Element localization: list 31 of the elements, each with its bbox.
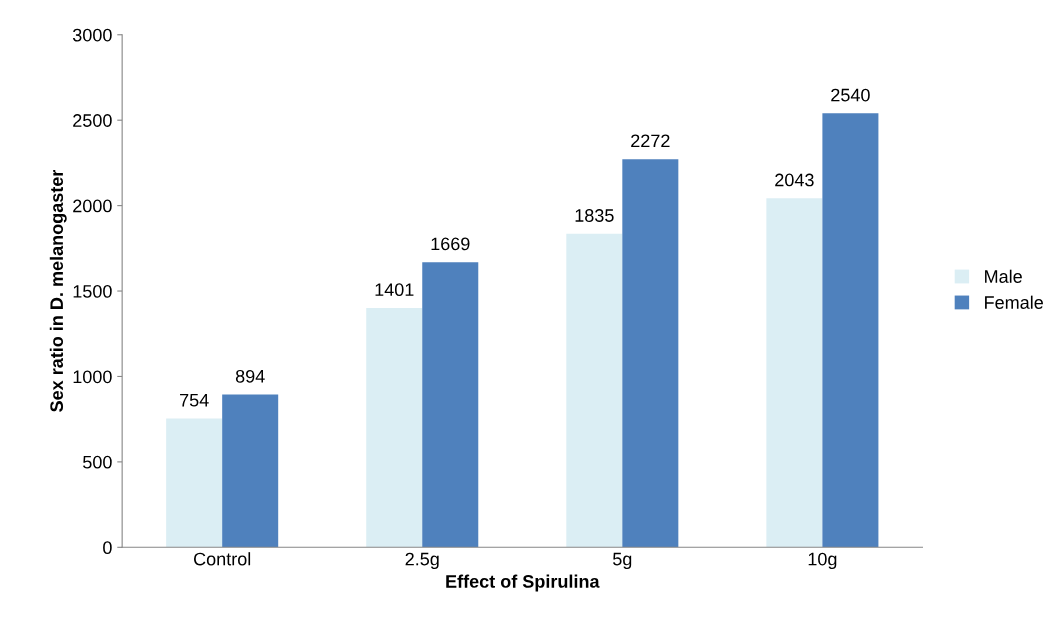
y-tick-label: 1000 (73, 370, 112, 384)
y-tick-label: 500 (83, 455, 112, 469)
legend-label: Male (985, 269, 1022, 283)
bar (566, 233, 623, 548)
bar (622, 159, 679, 548)
x-tick-label: 5g (613, 552, 632, 569)
bar (166, 418, 223, 548)
x-axis-title: Effect of Spirulina (446, 574, 600, 592)
legend-label: Female (985, 295, 1043, 309)
data-label: 754 (180, 393, 209, 407)
y-tick-label: 0 (103, 541, 112, 555)
data-label: 2540 (831, 88, 870, 102)
data-label: 2043 (775, 173, 814, 187)
bar (422, 262, 479, 548)
x-tick-label: 10g (808, 552, 837, 569)
bar (366, 307, 423, 548)
bar (222, 394, 279, 548)
data-label: 1669 (431, 237, 470, 251)
y-axis-title: Sex ratio in D. melanogaster (49, 169, 67, 412)
y-tick-label: 2000 (73, 199, 112, 213)
data-label: 894 (235, 369, 265, 383)
x-tick-label: Control (194, 552, 251, 566)
data-label: 1401 (375, 283, 414, 297)
bar (822, 113, 879, 548)
x-tick-label: 2.5g (405, 552, 439, 569)
bar (766, 198, 823, 548)
data-label: 1835 (575, 209, 614, 222)
y-tick-label: 3000 (72, 28, 112, 42)
data-label: 2272 (631, 134, 670, 148)
y-tick-label: 1500 (73, 284, 112, 298)
y-tick-label: 2500 (73, 114, 112, 127)
